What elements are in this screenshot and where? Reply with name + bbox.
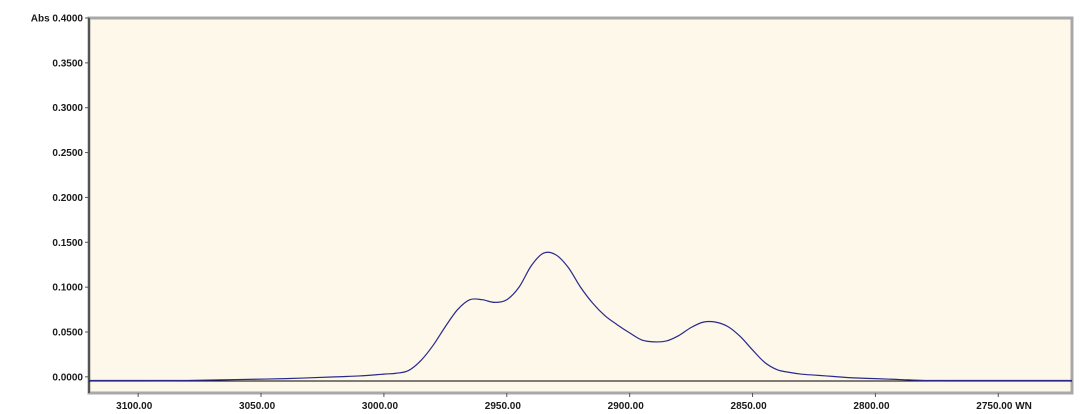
y-tick-label: 0.0500: [52, 327, 83, 338]
plot-area: [89, 18, 1072, 393]
y-tick-label: Abs 0.4000: [31, 14, 84, 25]
x-tick-label: 2750.00 WN: [976, 401, 1032, 412]
x-tick-label: 3100.00: [116, 401, 153, 412]
y-tick-label: 0.3000: [52, 103, 83, 114]
x-axis-ticks: 3100.00 3050.00 3000.00 2950.00 2900.00 2850.…: [116, 393, 1032, 412]
x-tick-label: 2850.00: [731, 401, 768, 412]
y-tick-label: 0.2000: [52, 193, 83, 204]
x-tick-label: 3050.00: [239, 401, 276, 412]
x-tick-label: 2800.00: [853, 401, 890, 412]
y-tick-label: 0.1000: [52, 283, 83, 294]
absorbance-spectrum-line: [88, 251, 1072, 382]
y-axis-ticks: Abs 0.4000 0.3500 0.3000 0.2500 0.2000 0.1500…: [31, 14, 89, 383]
x-tick-label: 2950.00: [485, 401, 522, 412]
x-tick-label: 2900.00: [608, 401, 645, 412]
y-tick-label: 0.2500: [52, 148, 83, 159]
y-tick-label: 0.0000: [52, 372, 83, 383]
x-tick-label: 3000.00: [362, 401, 399, 412]
y-tick-label: 0.3500: [52, 58, 83, 69]
y-tick-label: 0.1500: [52, 238, 83, 249]
